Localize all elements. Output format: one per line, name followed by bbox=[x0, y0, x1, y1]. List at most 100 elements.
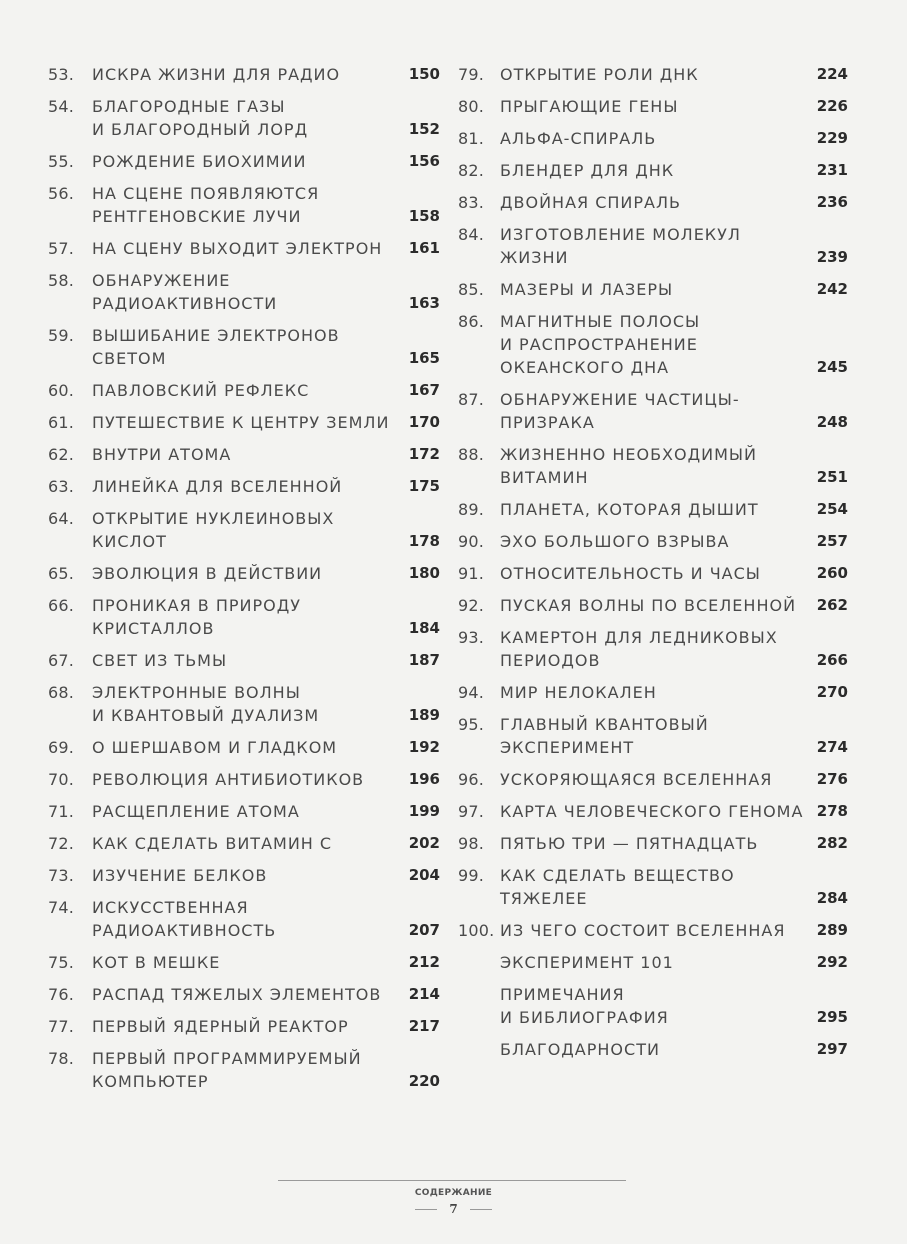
page-ref: 270 bbox=[816, 683, 848, 701]
chapter-title-line: НА СЦЕНУ ВЫХОДИТ ЭЛЕКТРОН bbox=[92, 239, 383, 258]
toc-right-column: 79. ОТКРЫТИЕ РОЛИ ДНК 224 80. ПРЫГАЮЩИЕ ГЕНЫ… bbox=[458, 63, 848, 1070]
chapter-number: 58. bbox=[48, 271, 75, 290]
chapter-title-line: ВНУТРИ АТОМА bbox=[92, 445, 232, 464]
page-ref: 251 bbox=[816, 468, 848, 486]
chapter-title: ОБНАРУЖЕНИЕ РАДИОАКТИВНОСТИ bbox=[92, 269, 403, 315]
toc-entry: 90. ЭХО БОЛЬШОГО ВЗРЫВА 257 bbox=[458, 530, 848, 553]
chapter-title-line: ПРИЗРАКА bbox=[500, 413, 595, 432]
toc-entry: 99. КАК СДЕЛАТЬ ВЕЩЕСТВО ТЯЖЕЛЕЕ 284 bbox=[458, 864, 848, 910]
chapter-title: ПАВЛОВСКИЙ РЕФЛЕКС bbox=[92, 379, 403, 402]
chapter-number: 89. bbox=[458, 500, 485, 519]
footer-dash bbox=[469, 1209, 492, 1210]
page-ref: 289 bbox=[816, 921, 848, 939]
chapter-title-line: КАК СДЕЛАТЬ ВЕЩЕСТВО bbox=[500, 866, 735, 885]
toc-entry: 86. МАГНИТНЫЕ ПОЛОСЫ И РАСПРОСТРАНЕНИЕ ОКЕА… bbox=[458, 310, 848, 379]
page-ref: 260 bbox=[816, 564, 848, 582]
chapter-title: ГЛАВНЫЙ КВАНТОВЫЙ ЭКСПЕРИМЕНТ bbox=[500, 713, 811, 759]
chapter-title-line: ПАВЛОВСКИЙ РЕФЛЕКС bbox=[92, 381, 310, 400]
toc-entry: 76. РАСПАД ТЯЖЕЛЫХ ЭЛЕМЕНТОВ 214 bbox=[48, 983, 440, 1006]
page-ref: 199 bbox=[408, 802, 440, 820]
chapter-number: 60. bbox=[48, 381, 75, 400]
chapter-title-line: ЖИЗНИ bbox=[500, 248, 569, 267]
chapter-title-line: ИЗГОТОВЛЕНИЕ МОЛЕКУЛ bbox=[500, 225, 741, 244]
toc-entry: 89. ПЛАНЕТА, КОТОРАЯ ДЫШИТ 254 bbox=[458, 498, 848, 521]
chapter-title-line: ОБНАРУЖЕНИЕ ЧАСТИЦЫ- bbox=[500, 390, 740, 409]
page-ref: 295 bbox=[816, 1008, 848, 1026]
toc-entry: 84. ИЗГОТОВЛЕНИЕ МОЛЕКУЛ ЖИЗНИ 239 bbox=[458, 223, 848, 269]
toc-entry: 82. БЛЕНДЕР ДЛЯ ДНК 231 bbox=[458, 159, 848, 182]
chapter-title: ОБНАРУЖЕНИЕ ЧАСТИЦЫ- ПРИЗРАКА bbox=[500, 388, 811, 434]
chapter-number: 92. bbox=[458, 596, 485, 615]
chapter-title-line: И КВАНТОВЫЙ ДУАЛИЗМ bbox=[92, 706, 320, 725]
toc-entry: 71. РАСЩЕПЛЕНИЕ АТОМА 199 bbox=[48, 800, 440, 823]
toc-entry: 55. РОЖДЕНИЕ БИОХИМИИ 156 bbox=[48, 150, 440, 173]
page-ref: 187 bbox=[408, 651, 440, 669]
page-number-footer: 7 bbox=[0, 1202, 907, 1216]
chapter-title-line: УСКОРЯЮЩАЯСЯ ВСЕЛЕННАЯ bbox=[500, 770, 773, 789]
chapter-number: 66. bbox=[48, 596, 75, 615]
chapter-title: УСКОРЯЮЩАЯСЯ ВСЕЛЕННАЯ bbox=[500, 768, 811, 791]
page-ref: 204 bbox=[408, 866, 440, 884]
page-ref: 180 bbox=[408, 564, 440, 582]
chapter-title-line: ЭЛЕКТРОННЫЕ ВОЛНЫ bbox=[92, 683, 301, 702]
chapter-number: 99. bbox=[458, 866, 485, 885]
chapter-title-line: ОКЕАНСКОГО ДНА bbox=[500, 358, 670, 377]
toc-entry: 56. НА СЦЕНЕ ПОЯВЛЯЮТСЯ РЕНТГЕНОВСКИЕ ЛУЧИ… bbox=[48, 182, 440, 228]
chapter-number: 57. bbox=[48, 239, 75, 258]
chapter-number: 91. bbox=[458, 564, 485, 583]
chapter-number: 77. bbox=[48, 1017, 75, 1036]
chapter-title-line: ПРОНИКАЯ В ПРИРОДУ bbox=[92, 596, 301, 615]
page-ref: 212 bbox=[408, 953, 440, 971]
chapter-title-line: ЭКСПЕРИМЕНТ bbox=[500, 738, 635, 757]
chapter-title-line: ИЗУЧЕНИЕ БЕЛКОВ bbox=[92, 866, 268, 885]
chapter-title-line: ПРИМЕЧАНИЯ bbox=[500, 985, 625, 1004]
chapter-title: ПЕРВЫЙ ЯДЕРНЫЙ РЕАКТОР bbox=[92, 1015, 403, 1038]
toc-entry: 93. КАМЕРТОН ДЛЯ ЛЕДНИКОВЫХ ПЕРИОДОВ 266 bbox=[458, 626, 848, 672]
chapter-title-line: РАДИОАКТИВНОСТЬ bbox=[92, 921, 277, 940]
chapter-title-line: ПУТЕШЕСТВИЕ К ЦЕНТРУ ЗЕМЛИ bbox=[92, 413, 390, 432]
chapter-title: РОЖДЕНИЕ БИОХИМИИ bbox=[92, 150, 403, 173]
chapter-number: 54. bbox=[48, 97, 75, 116]
page-ref: 248 bbox=[816, 413, 848, 431]
chapter-title-line: РАДИОАКТИВНОСТИ bbox=[92, 294, 278, 313]
toc-entry: 64. ОТКРЫТИЕ НУКЛЕИНОВЫХ КИСЛОТ 178 bbox=[48, 507, 440, 553]
chapter-title: ИЗУЧЕНИЕ БЕЛКОВ bbox=[92, 864, 403, 887]
chapter-title: ОТКРЫТИЕ РОЛИ ДНК bbox=[500, 63, 811, 86]
chapter-number: 76. bbox=[48, 985, 75, 1004]
chapter-title: ПРЫГАЮЩИЕ ГЕНЫ bbox=[500, 95, 811, 118]
chapter-title-line: ЖИЗНЕННО НЕОБХОДИМЫЙ bbox=[500, 445, 757, 464]
chapter-title-line: РАСПАД ТЯЖЕЛЫХ ЭЛЕМЕНТОВ bbox=[92, 985, 382, 1004]
chapter-title-line: КРИСТАЛЛОВ bbox=[92, 619, 215, 638]
toc-entry: БЛАГОДАРНОСТИ 297 bbox=[458, 1038, 848, 1061]
chapter-title: ЭВОЛЮЦИЯ В ДЕЙСТВИИ bbox=[92, 562, 403, 585]
chapter-number: 95. bbox=[458, 715, 485, 734]
toc-entry: 61. ПУТЕШЕСТВИЕ К ЦЕНТРУ ЗЕМЛИ 170 bbox=[48, 411, 440, 434]
chapter-number: 94. bbox=[458, 683, 485, 702]
chapter-title-line: КАМЕРТОН ДЛЯ ЛЕДНИКОВЫХ bbox=[500, 628, 778, 647]
chapter-title: МИР НЕЛОКАЛЕН bbox=[500, 681, 811, 704]
page-ref: 165 bbox=[408, 349, 440, 367]
page-ref: 282 bbox=[816, 834, 848, 852]
toc-entry: 94. МИР НЕЛОКАЛЕН 270 bbox=[458, 681, 848, 704]
page-ref: 192 bbox=[408, 738, 440, 756]
chapter-title-line: И БЛАГОРОДНЫЙ ЛОРД bbox=[92, 120, 309, 139]
chapter-number: 65. bbox=[48, 564, 75, 583]
chapter-title: О ШЕРШАВОМ И ГЛАДКОМ bbox=[92, 736, 403, 759]
chapter-title: ОТКРЫТИЕ НУКЛЕИНОВЫХ КИСЛОТ bbox=[92, 507, 403, 553]
chapter-title: КАМЕРТОН ДЛЯ ЛЕДНИКОВЫХ ПЕРИОДОВ bbox=[500, 626, 811, 672]
chapter-title-line: О ШЕРШАВОМ И ГЛАДКОМ bbox=[92, 738, 338, 757]
chapter-title-line: МАГНИТНЫЕ ПОЛОСЫ bbox=[500, 312, 701, 331]
chapter-number: 72. bbox=[48, 834, 75, 853]
page-ref: 167 bbox=[408, 381, 440, 399]
chapter-number: 64. bbox=[48, 509, 75, 528]
chapter-number: 97. bbox=[458, 802, 485, 821]
page-ref: 172 bbox=[408, 445, 440, 463]
chapter-number: 56. bbox=[48, 184, 75, 203]
chapter-number: 82. bbox=[458, 161, 485, 180]
chapter-number: 88. bbox=[458, 445, 485, 464]
toc-entry: 69. О ШЕРШАВОМ И ГЛАДКОМ 192 bbox=[48, 736, 440, 759]
page-ref: 220 bbox=[408, 1072, 440, 1090]
toc-entry: 58. ОБНАРУЖЕНИЕ РАДИОАКТИВНОСТИ 163 bbox=[48, 269, 440, 315]
chapter-title-line: БЛАГОДАРНОСТИ bbox=[500, 1040, 660, 1059]
page-ref: 254 bbox=[816, 500, 848, 518]
